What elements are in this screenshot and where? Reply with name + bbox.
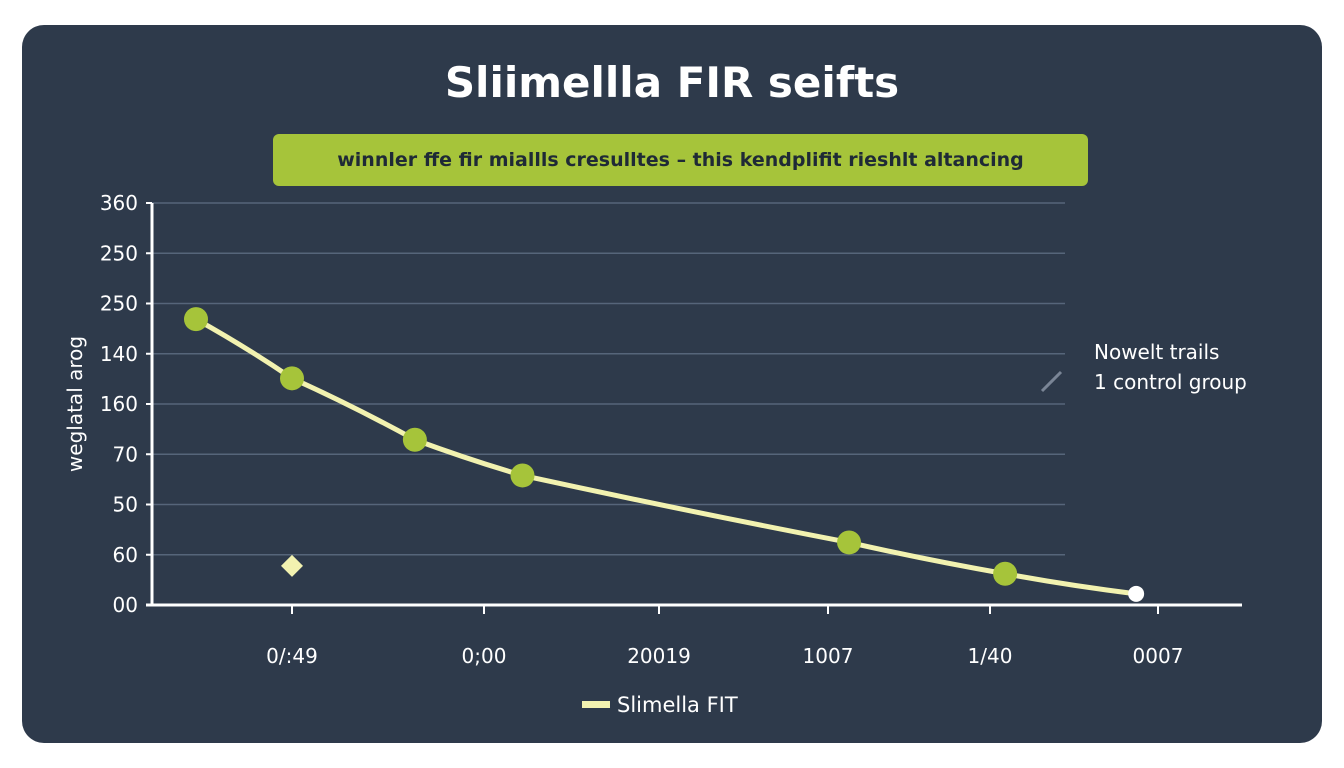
- data-point: [993, 561, 1018, 586]
- y-tick-label: 70: [113, 442, 138, 466]
- diamond-marker: [281, 554, 303, 577]
- data-point: [184, 307, 208, 332]
- data-point: [837, 530, 862, 555]
- y-tick-label: 60: [113, 543, 138, 567]
- data-point: [402, 427, 427, 452]
- annotation-pointer: [1040, 370, 1063, 393]
- x-tick-label: 1/40: [968, 644, 1013, 668]
- y-tick-label: 250: [100, 292, 138, 316]
- y-tick-label: 140: [100, 342, 138, 366]
- x-tick-label: 0007: [1133, 644, 1184, 668]
- y-tick-label: 250: [100, 241, 138, 265]
- chart-title: Sliimellla FIR seifts: [444, 58, 900, 107]
- annotation: Nowelt trails 1 control group: [1094, 337, 1247, 397]
- annotation-line1: Nowelt trails: [1094, 340, 1220, 364]
- data-point: [280, 366, 304, 391]
- x-tick-label: 20019: [627, 644, 691, 668]
- x-tick-label: 1007: [803, 644, 854, 668]
- data-point: [1128, 585, 1145, 602]
- annotation-line2: 1 control group: [1094, 370, 1247, 394]
- legend-label: Slimella FIT: [617, 693, 738, 717]
- series-line: [193, 316, 1139, 597]
- y-tick-label: 160: [100, 392, 138, 416]
- y-tick-label: 360: [100, 191, 138, 215]
- data-point: [510, 463, 535, 488]
- legend-swatch: [582, 701, 610, 708]
- x-tick-label: 0;00: [462, 644, 507, 668]
- x-tick-label: 0/:49: [266, 644, 318, 668]
- y-tick-label: 00: [113, 593, 138, 617]
- subtitle-banner: winnler ffe fir miallls cresulltes – thi…: [273, 134, 1088, 186]
- y-tick-label: 50: [113, 493, 138, 517]
- y-axis-label: weglatal arog: [63, 336, 87, 472]
